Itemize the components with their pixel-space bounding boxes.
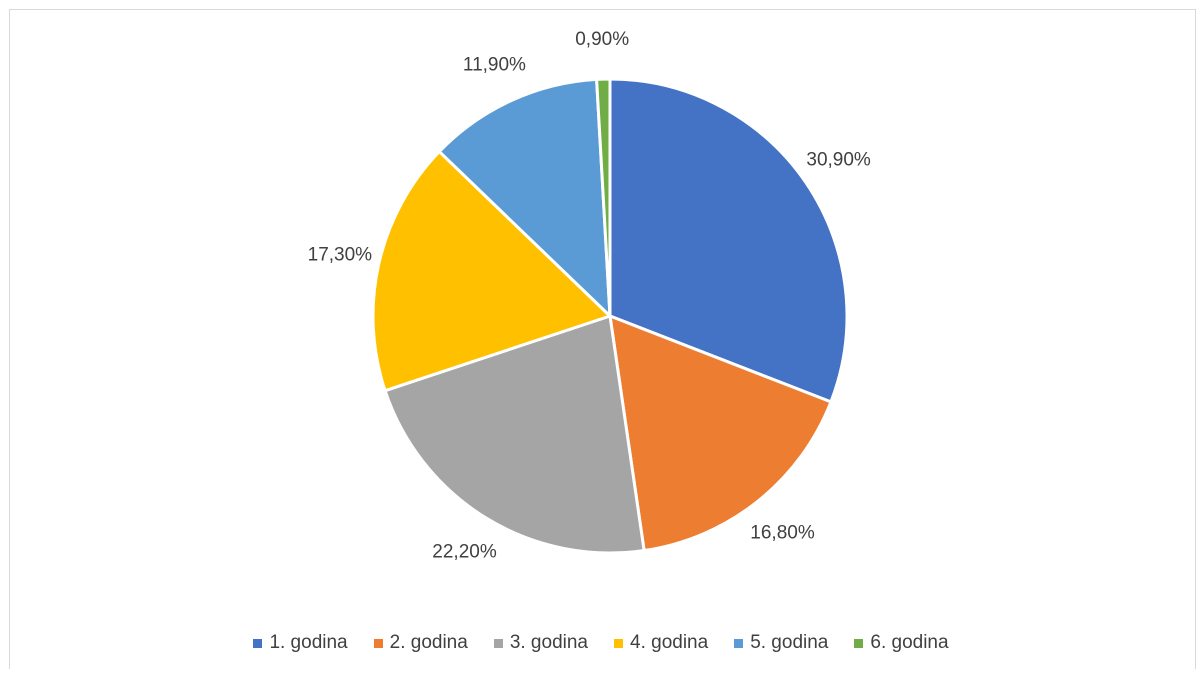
legend-label-1: 1. godina [269,632,348,653]
pie-slice-2 [608,314,833,553]
data-label-1: 30,90% [806,150,871,171]
legend-swatch-2 [373,638,383,648]
legend-swatch-3 [493,638,503,648]
data-label-4: 17,30% [308,245,373,266]
legend-label-5: 5. godina [750,632,829,653]
legend-item-1: 1. godina [253,632,348,654]
legend-item-2: 2. godina [373,632,468,654]
pie-slice-5 [437,77,612,318]
legend: 1. godina 2. godina 3. godina 4. godina … [0,632,1202,654]
pie-slice-6 [595,77,612,318]
data-label-6: 0,90% [575,29,629,50]
data-label-5: 11,90% [463,54,526,75]
pie-slice-4 [371,150,612,393]
data-label-2: 16,80% [750,523,815,544]
pie-slice-1 [608,77,849,404]
pie-slice-3 [383,314,646,555]
legend-label-3: 3. godina [509,632,588,653]
legend-swatch-6 [854,638,864,648]
legend-label-6: 6. godina [870,632,949,653]
legend-item-6: 6. godina [854,632,949,654]
legend-swatch-5 [734,638,744,648]
legend-label-4: 4. godina [630,632,709,653]
legend-item-5: 5. godina [734,632,828,654]
legend-item-3: 3. godina [493,632,588,654]
legend-swatch-1 [253,638,263,648]
legend-label-2: 2. godina [389,632,468,653]
data-label-3: 22,20% [432,542,497,563]
legend-item-4: 4. godina [614,632,708,654]
legend-swatch-4 [614,638,623,648]
